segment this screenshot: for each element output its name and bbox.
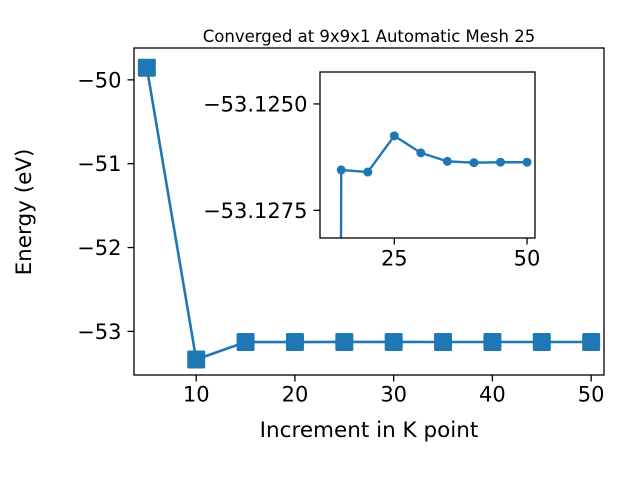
y-tick-label: −53.1275: [203, 199, 307, 223]
inset-series-group: [336, 131, 532, 238]
x-tick-label: 10: [183, 383, 210, 407]
y-axis-label: Energy (eV): [12, 149, 37, 276]
data-point-marker: [285, 333, 304, 352]
data-point-marker: [335, 332, 354, 351]
x-tick-label: 30: [380, 383, 407, 407]
y-tick-label: −50: [77, 68, 121, 92]
y-tick-label: −53: [77, 320, 121, 344]
main-y-ticklabels: −50 −51 −52 −53: [77, 68, 121, 344]
data-point-marker: [532, 333, 551, 351]
chart-title: Converged at 9x9x1 Automatic Mesh 25: [203, 27, 535, 46]
x-tick-label: 20: [282, 383, 309, 407]
inset-series-markers: [336, 131, 532, 177]
data-point-marker: [389, 131, 399, 141]
y-tick-label: −52: [77, 236, 121, 260]
data-point-marker: [442, 156, 452, 166]
inset-y-ticks: [313, 103, 320, 211]
main-series-group: [137, 58, 601, 369]
x-tick-label: 50: [578, 383, 605, 407]
inset-axes-frame: [319, 71, 536, 239]
data-point-marker: [522, 157, 532, 167]
main-y-ticks: [127, 79, 134, 333]
inset-y-ticklabels: −53.1275 −53.1250: [203, 92, 307, 222]
main-axes-frame: [133, 47, 605, 376]
main-series-line: [145, 67, 592, 362]
data-point-marker: [495, 157, 505, 167]
data-point-marker: [434, 333, 453, 351]
data-point-marker: [483, 333, 502, 351]
data-point-marker: [363, 167, 373, 177]
data-point-marker: [416, 148, 426, 158]
data-point-marker: [469, 158, 479, 168]
y-tick-label: −53.1250: [203, 92, 307, 116]
inset-x-ticklabels: 25 50: [381, 247, 540, 271]
x-tick-label: 25: [381, 247, 408, 271]
data-point-marker: [137, 58, 156, 77]
x-axis-label: Increment in K point: [260, 418, 479, 443]
inset-axes: 25 50 −53.1275 −53.1250: [203, 71, 540, 271]
main-series-markers: [137, 58, 601, 369]
main-x-ticklabels: 10 20 30 40 50: [183, 383, 605, 407]
x-tick-label: 40: [479, 383, 506, 407]
x-tick-label: 50: [514, 247, 541, 271]
data-point-marker: [384, 332, 403, 351]
inset-x-ticks: [393, 238, 528, 245]
main-x-ticks: [195, 375, 592, 382]
y-tick-label: −51: [77, 152, 121, 176]
data-point-marker: [336, 165, 346, 175]
data-point-marker: [582, 333, 601, 351]
data-point-marker: [187, 350, 206, 369]
data-point-marker: [236, 333, 255, 352]
